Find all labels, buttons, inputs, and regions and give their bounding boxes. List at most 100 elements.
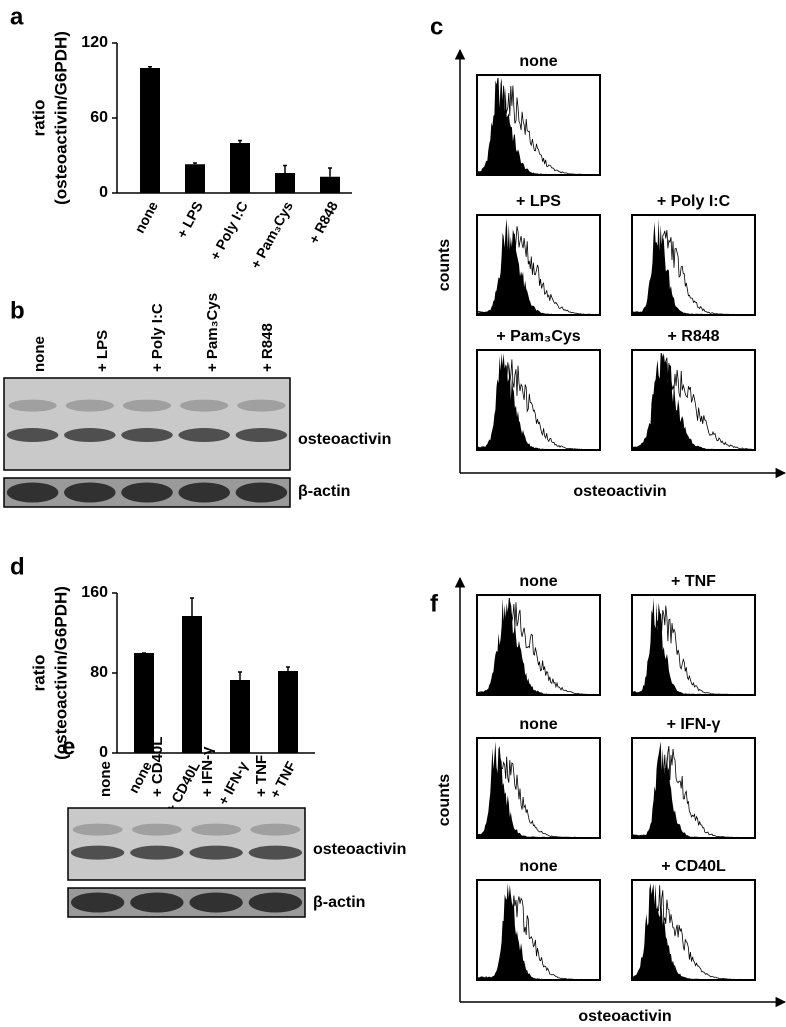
blot-band-faint	[131, 823, 182, 836]
blot-band-faint	[250, 823, 301, 836]
histogram-fill	[477, 741, 600, 838]
blot-band	[121, 482, 173, 503]
blot-band	[189, 892, 243, 913]
lane-label: none	[31, 336, 48, 372]
error-bar	[193, 162, 197, 165]
bar	[182, 616, 202, 753]
y-axis-label: ratio	[29, 655, 48, 692]
blot-membrane	[3, 377, 291, 471]
x-tick-label: + Pam₃Cys	[247, 198, 296, 271]
plot-title: + LPS	[516, 193, 561, 210]
histogram-fill	[632, 741, 755, 838]
plot-title: + Pam₃Cys	[496, 328, 580, 345]
histogram-frame	[631, 349, 756, 451]
bar	[320, 176, 340, 193]
y-axis-label: (osteoactivin/G6PDH)	[51, 586, 70, 760]
blot-band-faint	[8, 399, 57, 412]
lane-label: + LPS	[94, 330, 111, 372]
histogram-frame	[476, 214, 601, 316]
bar	[278, 671, 298, 753]
histogram-frame	[631, 214, 756, 316]
x-tick-label: none	[131, 198, 161, 235]
x-tick-label: + R848	[305, 198, 341, 246]
y-axis-label: counts	[436, 774, 453, 827]
y-axis-label: (osteoactivin/G6PDH)	[51, 31, 70, 205]
y-axis-label: counts	[436, 239, 453, 292]
histogram-fill	[477, 353, 600, 450]
plot-title: none	[519, 858, 557, 875]
lane-label: + IFN-γ	[199, 746, 216, 797]
y-axis-label: ratio	[29, 100, 48, 137]
histogram-fill	[477, 218, 600, 315]
error-bar	[283, 164, 287, 173]
lane-label: + Poly I:C	[149, 303, 166, 372]
error-bar	[286, 666, 290, 671]
panel-label: d	[10, 553, 25, 580]
plot-title: none	[519, 53, 557, 70]
error-bar	[238, 139, 242, 143]
blot-band	[70, 892, 125, 913]
histogram-frame	[631, 594, 756, 696]
panel-label: f	[430, 590, 439, 617]
band-label: β-actin	[298, 483, 350, 500]
blot-band	[121, 428, 173, 443]
blot-band-faint	[180, 399, 229, 412]
blot-band	[6, 482, 59, 503]
blot-band-faint	[237, 399, 286, 412]
blot-band	[130, 892, 184, 913]
band-label: osteoactivin	[313, 841, 406, 858]
error-bar	[238, 671, 242, 680]
blot-band-faint	[191, 823, 242, 836]
histogram-frame	[476, 879, 601, 981]
band-label: osteoactivin	[298, 431, 391, 448]
histogram-outline	[476, 226, 601, 316]
blot-band	[235, 482, 288, 503]
histogram-fill	[477, 883, 600, 980]
plot-title: + Poly I:C	[657, 193, 731, 210]
histogram-fill	[632, 598, 755, 695]
blot-band	[64, 482, 116, 503]
histogram-fill	[477, 598, 600, 695]
blot-band	[70, 845, 125, 860]
blot-band	[130, 845, 184, 860]
x-axis-label: osteoactivin	[573, 483, 666, 500]
bar	[230, 143, 250, 193]
x-tick-label: + IFN-γ	[215, 758, 251, 807]
y-tick-label: 0	[99, 184, 108, 201]
bar	[230, 680, 250, 753]
x-axis-label: osteoactivin	[578, 1008, 671, 1025]
lane-label: + Pam₃Cys	[204, 293, 221, 372]
histogram-frame	[476, 594, 601, 696]
blot-band	[178, 428, 230, 443]
y-tick-label: 60	[90, 109, 108, 126]
histogram-outline	[476, 601, 600, 695]
lane-label: + R848	[259, 323, 276, 372]
band-label: β-actin	[313, 894, 365, 911]
histogram-frame	[631, 737, 756, 839]
blot-band	[6, 428, 59, 443]
error-bar	[190, 597, 194, 616]
bar	[134, 653, 154, 753]
blot-membrane	[67, 807, 306, 881]
blot-band-faint	[122, 399, 172, 412]
plot-title: + R848	[667, 328, 719, 345]
panel-label: e	[62, 733, 75, 760]
bar	[185, 164, 205, 193]
histogram-outline	[476, 895, 601, 981]
blot-band	[235, 428, 288, 443]
lane-label: none	[97, 761, 114, 797]
histogram-frame	[631, 879, 756, 981]
blot-band	[178, 482, 230, 503]
histogram-fill	[632, 883, 755, 980]
y-tick-label: 120	[81, 34, 108, 51]
blot-band-faint	[65, 399, 114, 412]
histogram-frame	[476, 737, 601, 839]
blot-band	[248, 892, 303, 913]
x-tick-label: + TNF	[266, 758, 299, 801]
panel-label: b	[10, 297, 25, 324]
plot-title: none	[519, 573, 557, 590]
panel-label: c	[430, 13, 443, 40]
histogram-outline	[631, 357, 755, 450]
plot-title: + CD40L	[661, 858, 726, 875]
blot-band	[189, 845, 243, 860]
